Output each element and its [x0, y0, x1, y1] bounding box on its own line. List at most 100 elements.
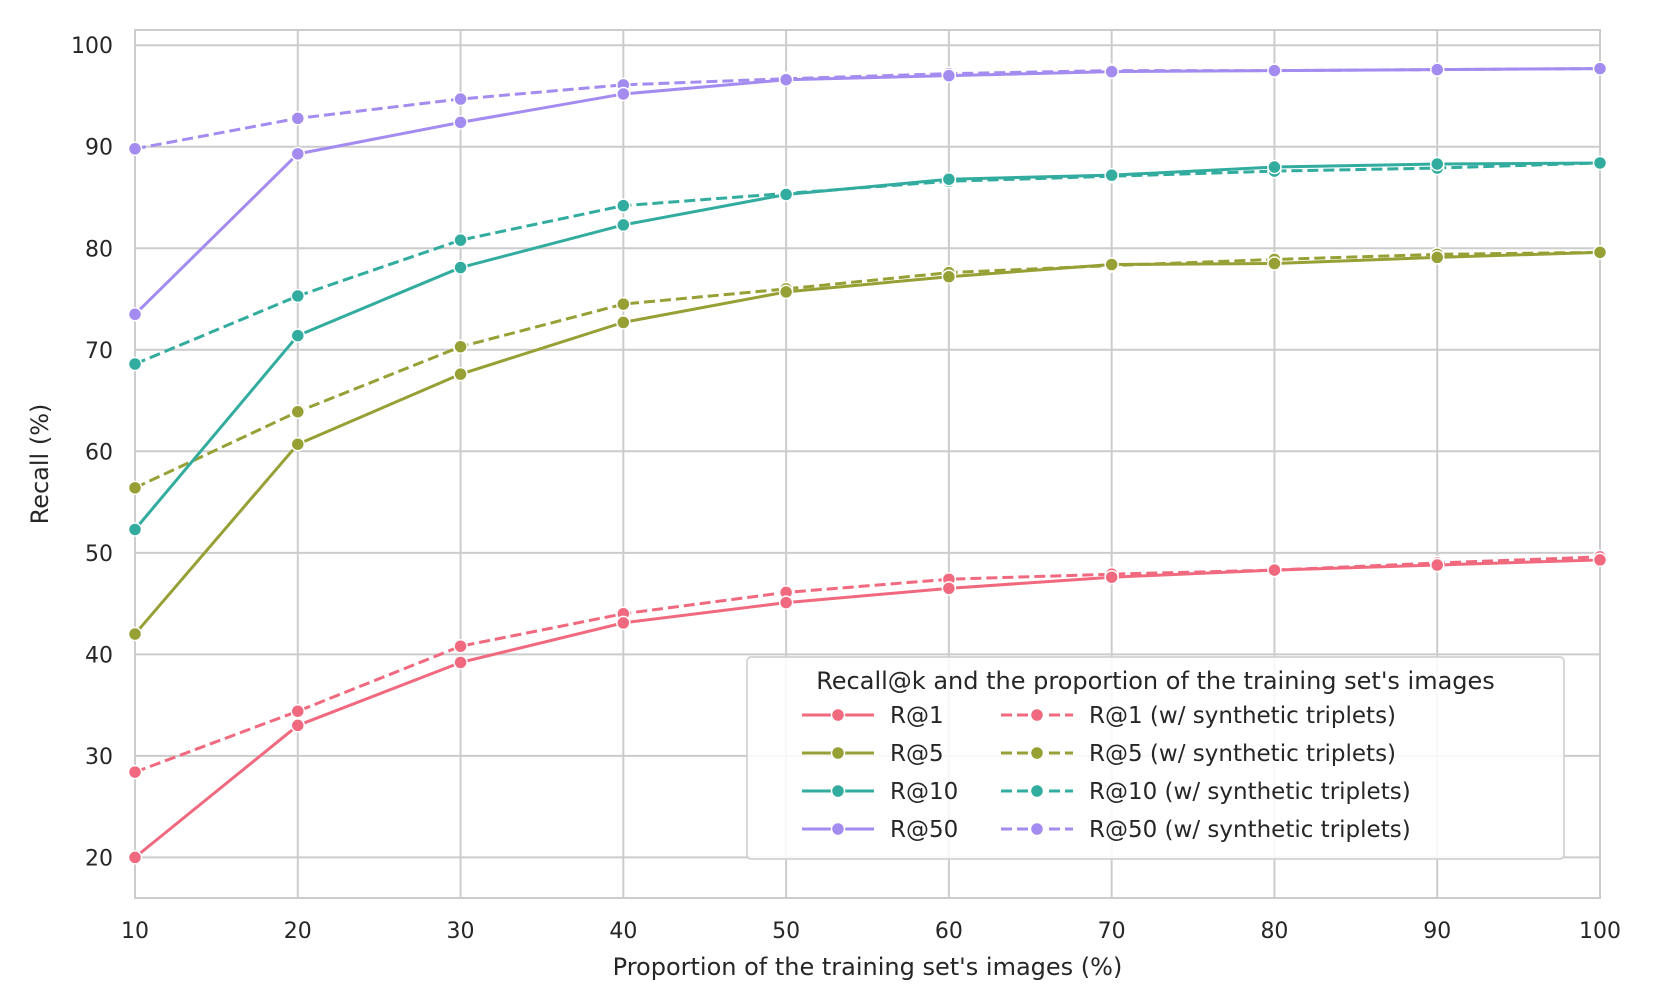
data-point — [1267, 256, 1282, 271]
legend-swatch-marker — [1029, 821, 1045, 837]
y-tick-label: 100 — [71, 34, 113, 59]
legend-label: R@1 (w/ synthetic triplets) — [1089, 703, 1396, 729]
plot-frame — [134, 29, 1601, 899]
x-tick-label: 40 — [609, 919, 637, 944]
data-point — [1592, 245, 1608, 260]
x-tick-label: 100 — [1579, 919, 1621, 944]
x-tick-label: 50 — [772, 919, 800, 944]
data-point — [453, 91, 468, 107]
data-point — [778, 284, 794, 300]
series-line — [134, 67, 1601, 151]
legend-swatch-marker — [1029, 745, 1045, 761]
data-point — [1429, 250, 1445, 265]
data-point — [290, 436, 306, 452]
data-point — [1267, 159, 1282, 175]
series-r-1 — [127, 552, 1608, 865]
series-line — [134, 250, 1601, 490]
legend-swatch-marker — [830, 821, 846, 837]
y-tick-label: 50 — [85, 542, 113, 567]
legend-swatch-marker — [830, 745, 846, 761]
data-point — [290, 718, 306, 733]
legend-label: R@5 — [890, 741, 944, 767]
legend-label: R@1 — [890, 703, 944, 729]
data-point — [1267, 63, 1282, 78]
legend-box — [746, 656, 1565, 860]
data-point — [1267, 562, 1282, 578]
data-point — [616, 615, 631, 631]
data-point — [453, 366, 468, 382]
legend-entry: R@50 — [802, 817, 958, 843]
data-point — [290, 703, 306, 719]
series-r-10-w-synthetic-triplets — [127, 155, 1608, 372]
data-point — [941, 269, 957, 284]
x-tick-label: 80 — [1260, 919, 1288, 944]
data-point — [127, 626, 143, 642]
data-point — [616, 217, 631, 233]
legend-label: R@50 (w/ synthetic triplets) — [1089, 817, 1411, 843]
legend-entries: R@1 R@5 R@10 R@50 R@1 (w/ synthetic triplets… — [802, 703, 1411, 843]
series-line — [133, 67, 1601, 316]
legend: Recall@k and the proportion of the train… — [746, 656, 1565, 860]
data-point — [453, 638, 468, 654]
series-r-50 — [127, 61, 1608, 322]
legend-label: R@10 — [890, 779, 958, 805]
x-tick-label: 90 — [1423, 919, 1451, 944]
y-axis-label: Recall (%) — [26, 404, 54, 525]
series-line — [134, 558, 1601, 859]
data-point — [1429, 62, 1445, 77]
legend-entry: R@1 (w/ synthetic triplets) — [1001, 703, 1396, 729]
y-axis-ticks: 20 30 40 50 60 70 80 90 100 — [71, 34, 113, 871]
data-point — [453, 260, 468, 275]
data-point — [290, 111, 306, 126]
legend-swatch-marker — [830, 783, 846, 799]
data-point — [616, 198, 631, 213]
data-point — [453, 655, 468, 670]
data-point — [941, 68, 957, 83]
y-tick-label: 30 — [85, 745, 113, 770]
data-point — [1429, 557, 1445, 573]
data-point — [290, 288, 306, 304]
data-point — [127, 522, 143, 537]
x-axis-label: Proportion of the training set's images … — [613, 953, 1123, 981]
series-line — [134, 161, 1601, 366]
y-tick-label: 60 — [85, 440, 113, 465]
data-point — [1104, 569, 1119, 585]
legend-label: R@5 (w/ synthetic triplets) — [1089, 741, 1396, 767]
data-point — [941, 581, 957, 596]
y-tick-label: 20 — [85, 846, 113, 871]
legend-label: R@50 — [890, 817, 958, 843]
legend-entry: R@10 (w/ synthetic triplets) — [1001, 779, 1411, 805]
data-point — [1592, 61, 1608, 76]
data-point — [290, 404, 306, 419]
legend-swatch-marker — [830, 707, 846, 723]
data-point — [1592, 155, 1608, 171]
data-point — [778, 187, 794, 202]
y-tick-label: 40 — [85, 643, 113, 668]
legend-swatch-marker — [1029, 783, 1045, 799]
series-r-50-w-synthetic-triplets — [127, 61, 1608, 157]
series-line — [133, 161, 1601, 531]
series-layer — [127, 61, 1608, 865]
series-r-10 — [127, 155, 1608, 537]
x-tick-label: 20 — [284, 919, 312, 944]
x-tick-label: 60 — [935, 919, 963, 944]
data-point — [1104, 257, 1119, 272]
series-r-5 — [127, 245, 1608, 642]
data-point — [127, 480, 143, 496]
data-point — [1592, 552, 1608, 568]
series-line — [133, 250, 1601, 636]
data-point — [453, 232, 468, 248]
legend-label: R@10 (w/ synthetic triplets) — [1089, 779, 1411, 805]
data-point — [616, 315, 631, 330]
data-point — [290, 328, 306, 343]
data-point — [290, 146, 306, 162]
data-point — [127, 356, 143, 372]
data-point — [127, 764, 143, 780]
x-tick-label: 30 — [447, 919, 475, 944]
y-tick-label: 90 — [85, 136, 113, 161]
legend-entry: R@1 — [802, 703, 944, 729]
data-point — [616, 296, 631, 312]
x-axis-ticks: 10 20 30 40 50 60 70 80 90 100 — [121, 919, 1621, 944]
data-point — [941, 171, 957, 187]
